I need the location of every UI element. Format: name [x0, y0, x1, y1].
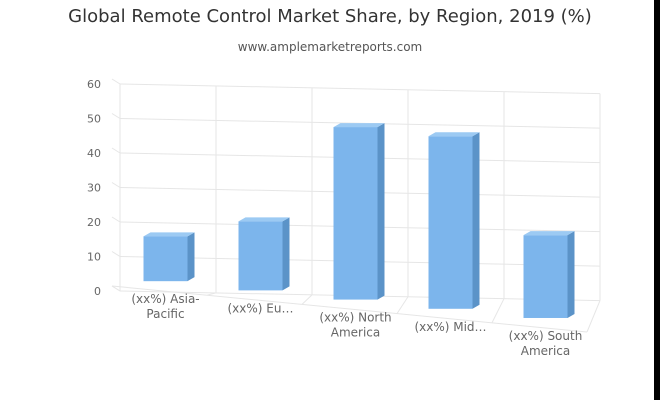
bar-0	[143, 232, 195, 282]
x-tick-label: (xx%) Mid…	[414, 320, 486, 334]
gridline-side-2	[111, 216, 121, 223]
y-tick-label: 20	[87, 216, 101, 229]
bar-top	[333, 123, 385, 128]
bar-front	[238, 221, 283, 291]
bar-front	[143, 236, 188, 282]
gridline-side-5	[111, 113, 121, 119]
x-axis-labels: (xx%) Asia-Pacific (xx%) Eu… (xx%) North Am…	[131, 292, 582, 358]
window-edge	[654, 0, 660, 400]
bar-side	[187, 232, 195, 282]
bar-top	[523, 231, 575, 236]
bar-top	[428, 132, 480, 137]
y-tick-label: 0	[94, 285, 101, 298]
bar-3	[428, 132, 480, 309]
y-axis-ticks: 0 10 20 30 40 50 60	[87, 78, 101, 298]
y-tick-label: 10	[87, 251, 101, 264]
floor-line-0	[111, 285, 121, 292]
x-axis-line	[111, 285, 588, 333]
floor-line-5	[586, 300, 601, 333]
floor-line-1	[206, 292, 217, 296]
gridline-side-6	[111, 78, 121, 85]
bar-side	[472, 132, 480, 309]
x-tick-label: (xx%) South America	[509, 329, 583, 358]
bar-front	[428, 136, 473, 309]
bars	[143, 123, 575, 318]
x-tick-label: (xx%) North America	[319, 311, 391, 340]
bar-front	[523, 235, 568, 318]
y-tick-label: 50	[87, 113, 101, 126]
bar-side	[377, 123, 385, 300]
bar-2	[333, 123, 385, 300]
bar-front	[333, 127, 378, 300]
bar-top	[143, 232, 195, 237]
bar-side	[567, 231, 575, 318]
bar-4	[523, 231, 575, 318]
chart-title: Global Remote Control Market Share, by R…	[68, 6, 592, 27]
y-tick-label: 60	[87, 78, 101, 91]
bar-1	[238, 217, 290, 291]
gridline-6	[119, 83, 601, 95]
gridline-side-4	[111, 147, 121, 154]
y-tick-label: 30	[87, 182, 101, 195]
gridline-side-1	[111, 251, 121, 257]
gridline-side-3	[111, 182, 121, 188]
floor-line-2	[301, 294, 313, 305]
chart-subtitle: www.amplemarketreports.com	[237, 40, 423, 54]
y-tick-label: 40	[87, 147, 101, 160]
x-tick-label: (xx%) Asia-Pacific	[131, 292, 199, 321]
bar-top	[238, 217, 290, 222]
x-tick-label: (xx%) Eu…	[228, 301, 294, 315]
floor-line-4	[491, 298, 505, 324]
bar-side	[282, 217, 290, 291]
floor-line-3	[396, 296, 409, 314]
